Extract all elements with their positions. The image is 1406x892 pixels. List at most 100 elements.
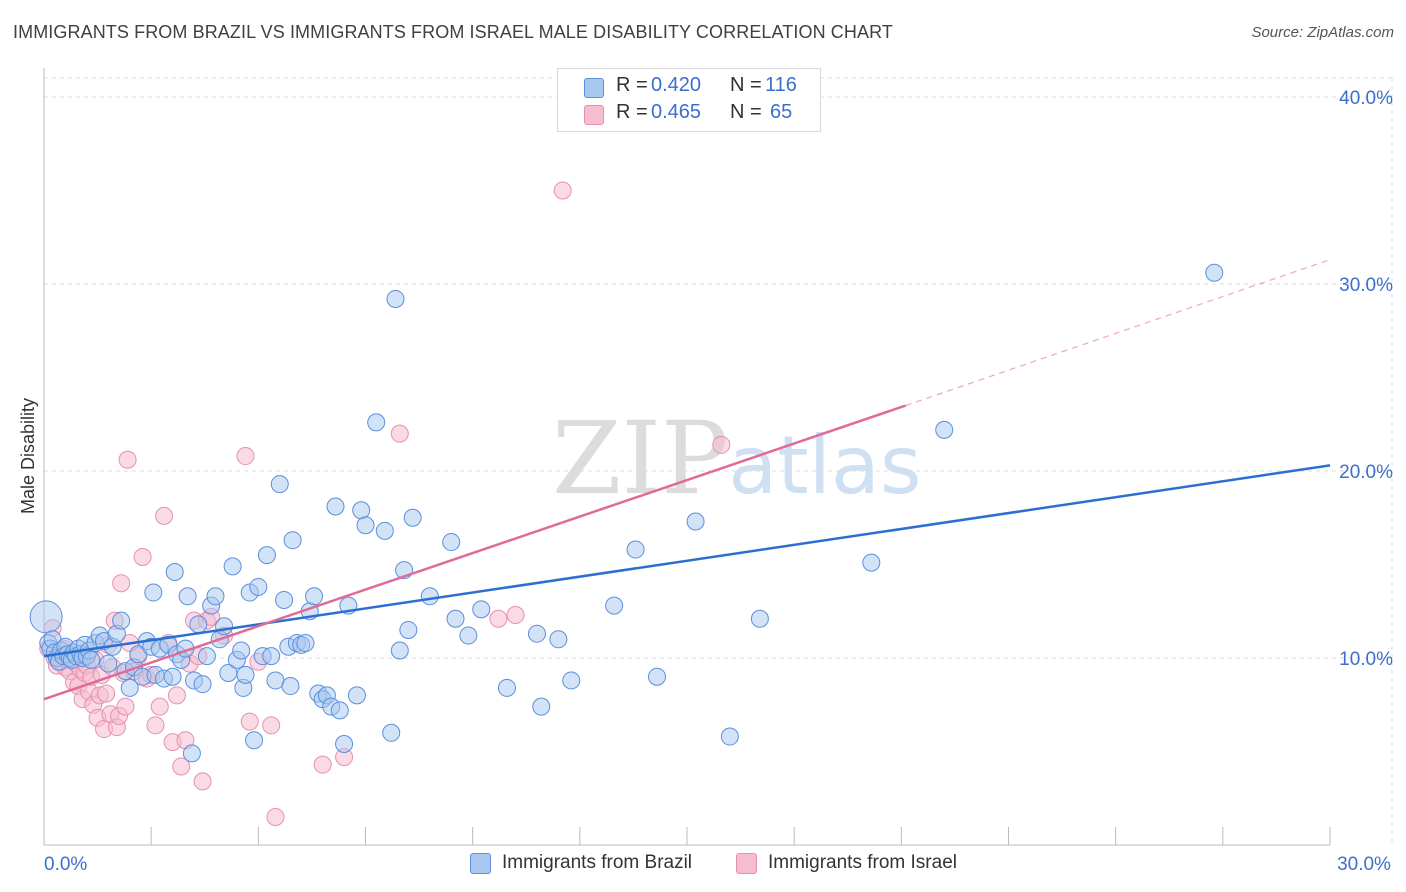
brazil-point bbox=[206, 587, 225, 606]
watermark: ZIPatlas bbox=[552, 400, 922, 517]
brazil-point bbox=[232, 641, 251, 660]
brazil-point bbox=[459, 626, 478, 645]
bottom-legend-label-brazil: Immigrants from Brazil bbox=[502, 852, 693, 873]
legend-r-label: R = bbox=[616, 101, 648, 123]
israel-point bbox=[97, 684, 116, 703]
brazil-point bbox=[399, 620, 418, 639]
legend-r-label: R = bbox=[616, 74, 648, 96]
brazil-point bbox=[367, 413, 386, 432]
brazil-point bbox=[236, 665, 255, 684]
legend-n-label: N = bbox=[730, 74, 762, 96]
brazil-point bbox=[356, 516, 375, 535]
israel-point bbox=[712, 435, 731, 454]
brazil-point bbox=[446, 609, 465, 628]
source-credit: Source: ZipAtlas.com bbox=[1251, 24, 1394, 41]
brazil-point bbox=[352, 501, 371, 520]
legend-r-value: 0.465 bbox=[651, 101, 702, 123]
y-axis-label: Male Disability bbox=[18, 398, 38, 514]
brazil-point bbox=[82, 650, 101, 669]
brazil-point bbox=[347, 686, 366, 705]
brazil-point bbox=[178, 587, 197, 606]
brazil-point bbox=[442, 533, 461, 552]
israel-point bbox=[193, 772, 212, 791]
brazil-trend-line bbox=[43, 464, 1331, 658]
legend-n-value: 65 bbox=[770, 101, 793, 123]
brazil-point bbox=[262, 647, 281, 666]
brazil-point bbox=[163, 667, 182, 686]
brazil-point bbox=[686, 512, 705, 531]
brazil-point bbox=[99, 654, 118, 673]
brazil-point bbox=[281, 677, 300, 696]
brazil-point bbox=[647, 667, 666, 686]
legend-row-brazil: R = 0.420 N = 116 bbox=[558, 74, 820, 100]
brazil-point bbox=[120, 678, 139, 697]
legend-n-label: N = bbox=[730, 101, 762, 123]
israel-point bbox=[133, 548, 152, 567]
bottom-legend-israel: Immigrants from Israel bbox=[736, 852, 986, 876]
brazil-point bbox=[375, 521, 394, 540]
legend-swatch-brazil bbox=[584, 78, 604, 98]
x-tick-label: 0.0% bbox=[44, 854, 87, 875]
brazil-point bbox=[193, 675, 212, 694]
brazil-point bbox=[245, 731, 264, 750]
brazil-point bbox=[283, 531, 302, 550]
brazil-point bbox=[386, 289, 405, 308]
israel-point bbox=[150, 697, 169, 716]
brazil-point bbox=[215, 617, 234, 636]
brazil-point bbox=[532, 697, 551, 716]
brazil-point bbox=[249, 577, 268, 596]
brazil-point bbox=[862, 553, 881, 572]
brazil-point bbox=[326, 497, 345, 516]
brazil-point bbox=[296, 634, 315, 653]
brazil-point bbox=[497, 678, 516, 697]
legend-swatch-israel bbox=[584, 105, 604, 125]
brazil-point bbox=[270, 475, 289, 494]
brazil-point bbox=[420, 587, 439, 606]
israel-point bbox=[155, 506, 174, 525]
brazil-point bbox=[527, 624, 546, 643]
bottom-legend-swatch-israel bbox=[736, 853, 757, 874]
brazil-point bbox=[403, 508, 422, 527]
brazil-point bbox=[626, 540, 645, 559]
brazil-point bbox=[750, 609, 769, 628]
israel-trend-extension bbox=[905, 259, 1331, 407]
legend-row-israel: R = 0.465 N = 65 bbox=[558, 101, 820, 127]
israel-point bbox=[390, 424, 409, 443]
y-tick-label: 10.0% bbox=[1339, 649, 1393, 670]
brazil-point bbox=[305, 587, 324, 606]
israel-point bbox=[236, 447, 255, 466]
bottom-legend-swatch-brazil bbox=[470, 853, 491, 874]
brazil-point bbox=[189, 615, 208, 634]
brazil-point bbox=[1205, 263, 1224, 282]
watermark-zip: ZIP bbox=[552, 400, 729, 517]
legend-n-value: 116 bbox=[765, 74, 797, 96]
israel-point bbox=[112, 574, 131, 593]
y-tick-label: 20.0% bbox=[1339, 462, 1393, 483]
israel-point bbox=[506, 605, 525, 624]
brazil-point bbox=[197, 647, 216, 666]
israel-point bbox=[167, 686, 186, 705]
israel-point bbox=[266, 807, 285, 826]
israel-point bbox=[240, 712, 259, 731]
brazil-point bbox=[29, 600, 63, 634]
brazil-point bbox=[605, 596, 624, 615]
chart-title: IMMIGRANTS FROM BRAZIL VS IMMIGRANTS FRO… bbox=[13, 22, 893, 42]
brazil-point bbox=[257, 546, 276, 565]
israel-point bbox=[118, 450, 137, 469]
israel-point bbox=[553, 181, 572, 200]
bottom-legend-label-israel: Immigrants from Israel bbox=[768, 852, 957, 873]
brazil-point bbox=[223, 557, 242, 576]
brazil-point bbox=[144, 583, 163, 602]
brazil-point bbox=[390, 641, 409, 660]
brazil-point bbox=[935, 420, 954, 439]
brazil-point bbox=[549, 630, 568, 649]
correlation-legend: R = 0.420 N = 116 R = 0.465 N = 65 bbox=[557, 68, 821, 132]
watermark-atlas: atlas bbox=[728, 419, 922, 512]
israel-point bbox=[116, 697, 135, 716]
brazil-point bbox=[720, 727, 739, 746]
x-tick-label: 30.0% bbox=[1337, 854, 1391, 875]
bottom-legend-brazil: Immigrants from Brazil bbox=[470, 852, 720, 876]
israel-point bbox=[262, 716, 281, 735]
brazil-point bbox=[266, 671, 285, 690]
